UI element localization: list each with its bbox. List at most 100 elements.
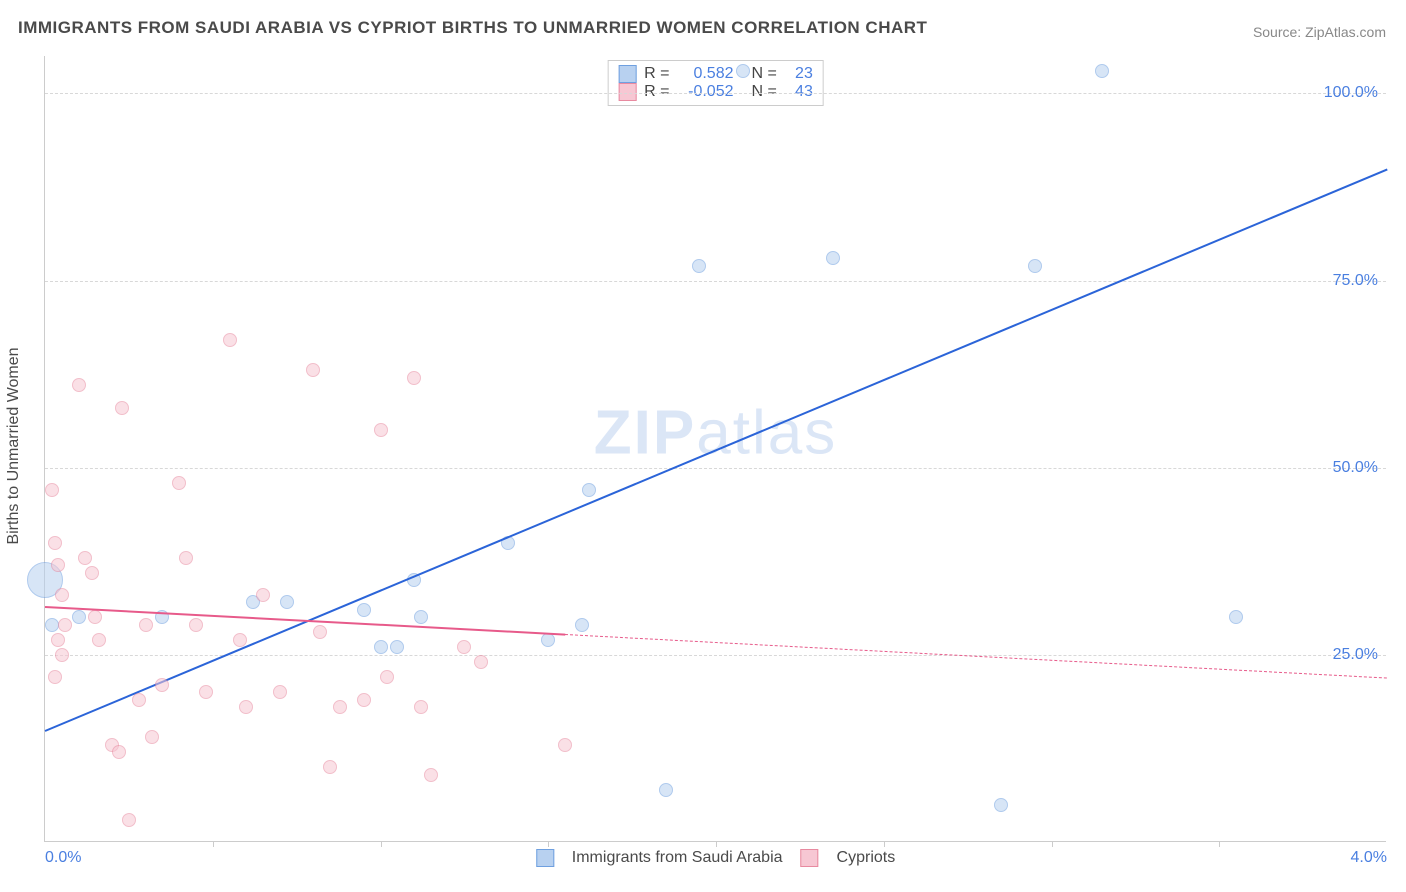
data-point-saudi: [826, 251, 840, 265]
trend-line-cypriot: [565, 634, 1387, 679]
data-point-cypriot: [273, 685, 287, 699]
data-point-saudi: [692, 259, 706, 273]
data-point-saudi: [1095, 64, 1109, 78]
data-point-cypriot: [112, 745, 126, 759]
stats-row-cypriot: R =-0.052N =43: [618, 83, 813, 101]
plot-area: ZIPatlas R =0.582N =23R =-0.052N =43 Imm…: [44, 56, 1386, 842]
x-series-legend: Immigrants from Saudi Arabia Cypriots: [536, 849, 895, 867]
data-point-cypriot: [189, 618, 203, 632]
legend-swatch-saudi: [536, 849, 554, 867]
legend-label-cypriot: Cypriots: [837, 849, 896, 867]
data-point-saudi: [280, 595, 294, 609]
y-tick-label: 100.0%: [1324, 84, 1378, 102]
legend-label-saudi: Immigrants from Saudi Arabia: [572, 849, 783, 867]
data-point-cypriot: [558, 738, 572, 752]
x-tick-label: 4.0%: [1351, 849, 1387, 867]
data-point-cypriot: [239, 700, 253, 714]
data-point-saudi: [1028, 259, 1042, 273]
stats-row-saudi: R = 0.582 N = 23: [618, 65, 813, 83]
watermark-bold: ZIP: [594, 398, 696, 467]
trend-line-saudi: [45, 168, 1388, 731]
data-point-cypriot: [58, 618, 72, 632]
data-point-cypriot: [51, 633, 65, 647]
data-point-cypriot: [256, 588, 270, 602]
data-point-cypriot: [233, 633, 247, 647]
y-tick-label: 25.0%: [1333, 646, 1378, 664]
data-point-cypriot: [223, 333, 237, 347]
data-point-cypriot: [155, 678, 169, 692]
gridline: [45, 281, 1386, 282]
data-point-cypriot: [323, 760, 337, 774]
n-label: N =: [752, 83, 777, 101]
gridline: [45, 93, 1386, 94]
data-point-saudi: [659, 783, 673, 797]
data-point-cypriot: [115, 401, 129, 415]
x-tick-mark: [716, 841, 717, 847]
data-point-cypriot: [85, 566, 99, 580]
n-value: 23: [785, 65, 813, 83]
gridline: [45, 655, 1386, 656]
data-point-saudi: [414, 610, 428, 624]
data-point-cypriot: [55, 648, 69, 662]
y-tick-label: 50.0%: [1333, 459, 1378, 477]
data-point-cypriot: [45, 483, 59, 497]
data-point-saudi: [374, 640, 388, 654]
stats-legend-box: R =0.582N =23R =-0.052N =43: [607, 60, 824, 106]
data-point-cypriot: [380, 670, 394, 684]
data-point-cypriot: [145, 730, 159, 744]
data-point-saudi: [575, 618, 589, 632]
x-tick-mark: [213, 841, 214, 847]
data-point-saudi: [736, 64, 750, 78]
data-point-cypriot: [374, 423, 388, 437]
trend-line-cypriot: [45, 606, 565, 636]
data-point-saudi: [582, 483, 596, 497]
data-point-cypriot: [48, 536, 62, 550]
data-point-cypriot: [88, 610, 102, 624]
data-point-cypriot: [424, 768, 438, 782]
data-point-saudi: [1229, 610, 1243, 624]
data-point-cypriot: [474, 655, 488, 669]
data-point-cypriot: [55, 588, 69, 602]
x-tick-label: 0.0%: [45, 849, 81, 867]
x-tick-mark: [381, 841, 382, 847]
data-point-cypriot: [179, 551, 193, 565]
data-point-saudi: [45, 618, 59, 632]
data-point-cypriot: [199, 685, 213, 699]
r-label: R =: [644, 83, 669, 101]
data-point-cypriot: [132, 693, 146, 707]
data-point-cypriot: [414, 700, 428, 714]
chart-title: IMMIGRANTS FROM SAUDI ARABIA VS CYPRIOT …: [18, 18, 927, 38]
data-point-cypriot: [357, 693, 371, 707]
source-label: Source: ZipAtlas.com: [1253, 24, 1386, 40]
data-point-cypriot: [457, 640, 471, 654]
data-point-cypriot: [306, 363, 320, 377]
n-value: 43: [785, 83, 813, 101]
legend-swatch-cypriot: [801, 849, 819, 867]
y-tick-label: 75.0%: [1333, 272, 1378, 290]
data-point-cypriot: [313, 625, 327, 639]
data-point-cypriot: [407, 371, 421, 385]
r-label: R =: [644, 65, 669, 83]
data-point-saudi: [994, 798, 1008, 812]
watermark: ZIPatlas: [594, 397, 837, 468]
data-point-cypriot: [172, 476, 186, 490]
data-point-cypriot: [72, 378, 86, 392]
x-tick-mark: [548, 841, 549, 847]
x-tick-mark: [1052, 841, 1053, 847]
data-point-cypriot: [48, 670, 62, 684]
data-point-cypriot: [92, 633, 106, 647]
r-value: 0.582: [678, 65, 734, 83]
data-point-cypriot: [333, 700, 347, 714]
data-point-cypriot: [139, 618, 153, 632]
data-point-saudi: [72, 610, 86, 624]
n-label: N =: [752, 65, 777, 83]
gridline: [45, 468, 1386, 469]
data-point-cypriot: [78, 551, 92, 565]
y-axis-label: Births to Unmarried Women: [5, 347, 23, 544]
x-tick-mark: [1219, 841, 1220, 847]
swatch-saudi: [618, 65, 636, 83]
data-point-saudi: [390, 640, 404, 654]
swatch-cypriot: [618, 83, 636, 101]
data-point-saudi: [357, 603, 371, 617]
data-point-cypriot: [51, 558, 65, 572]
